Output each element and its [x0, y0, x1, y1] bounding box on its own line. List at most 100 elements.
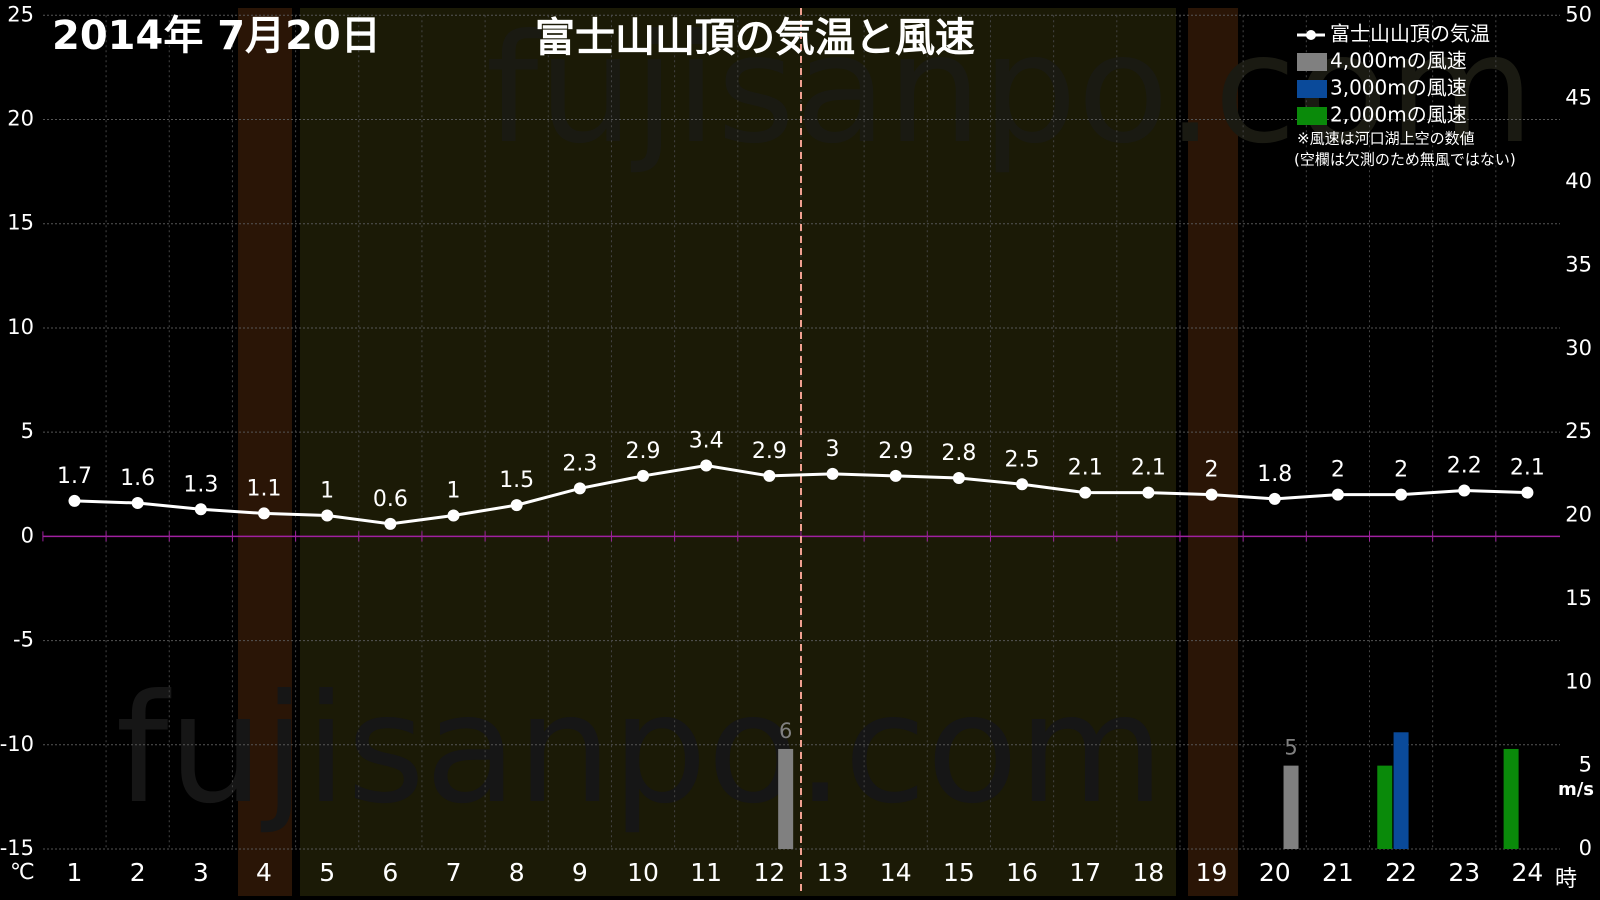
data-label: 1.3 [183, 472, 218, 497]
data-label: 5 [1284, 736, 1297, 760]
temperature-point [826, 467, 839, 480]
chart-subtitle: 富士山山頂の気温と風速 [535, 15, 975, 61]
y2-tick-label: 45 [1565, 86, 1592, 110]
temperature-point [1395, 488, 1408, 501]
temperature-point [1142, 486, 1155, 499]
temperature-point [1079, 486, 1092, 499]
y-tick-label: 25 [7, 2, 34, 26]
y2-tick-label: 15 [1565, 586, 1592, 610]
y2-tick-label: 20 [1565, 503, 1592, 527]
chart-title: 2014年 7月20日 [52, 13, 381, 59]
y2-tick-label: 0 [1579, 836, 1592, 860]
y-tick-label: -15 [0, 836, 34, 860]
temperature-point [763, 469, 776, 482]
legend-note: (空欄は欠測のため無風ではない) [1294, 151, 1516, 169]
y-tick-label: -5 [13, 628, 34, 652]
legend-label: 2,000mの風速 [1330, 103, 1467, 127]
y2-tick-label: 40 [1565, 169, 1592, 193]
wind-bar [1503, 748, 1519, 849]
x-tick-label: 23 [1448, 858, 1480, 887]
wind-bar [1283, 765, 1299, 849]
legend-swatch [1297, 80, 1327, 98]
x-tick-label: 12 [753, 858, 785, 887]
legend-swatch [1297, 107, 1327, 125]
legend-swatch [1306, 30, 1316, 40]
x-tick-label: 15 [943, 858, 975, 887]
data-label: 0.6 [373, 487, 408, 512]
x-tick-label: 18 [1132, 858, 1164, 887]
y2-tick-label: 30 [1565, 336, 1592, 360]
temperature-point [700, 459, 713, 472]
x-tick-label: 16 [1006, 858, 1038, 887]
data-label: 2 [1205, 458, 1219, 483]
temperature-point [68, 494, 81, 507]
x-tick-label: 19 [1196, 858, 1228, 887]
y-tick-label: 10 [7, 315, 34, 339]
legend-label: 3,000mの風速 [1330, 76, 1467, 100]
sunrise-band [238, 8, 292, 896]
watermark: fujisanpo.com [116, 663, 1165, 837]
temperature-point [384, 517, 397, 530]
x-tick-label: 17 [1069, 858, 1101, 887]
data-label: 1.6 [120, 466, 155, 491]
x-tick-label: 24 [1512, 858, 1544, 887]
data-label: 2.1 [1510, 456, 1545, 481]
wind-bar [778, 748, 794, 849]
temperature-point [1521, 486, 1534, 499]
data-label: 3.4 [689, 428, 724, 453]
y-tick-label: 15 [7, 211, 34, 235]
y2-tick-label: 5 [1579, 753, 1592, 777]
legend-swatch [1297, 53, 1327, 71]
x-tick-label: 4 [256, 858, 272, 887]
x-tick-label: 7 [446, 858, 462, 887]
temperature-line [74, 463, 1528, 526]
x-tick-label: 13 [817, 858, 849, 887]
data-label: 2.8 [941, 441, 976, 466]
x-tick-label: 10 [627, 858, 659, 887]
data-label: 2.9 [878, 439, 913, 464]
temperature-point [258, 507, 271, 520]
x-axis-unit: 時 [1555, 867, 1577, 892]
y-tick-label: 5 [21, 419, 34, 443]
temperature-point [1458, 484, 1471, 497]
data-label: 6 [779, 719, 792, 743]
y-tick-label: -10 [0, 732, 34, 756]
y2-tick-label: 10 [1565, 669, 1592, 693]
x-tick-label: 21 [1322, 858, 1354, 887]
data-label: 2.1 [1068, 456, 1103, 481]
legend-label: 4,000mの風速 [1330, 49, 1467, 73]
temperature-point [637, 469, 650, 482]
temperature-point [1205, 488, 1218, 501]
data-label: 2.9 [752, 439, 787, 464]
data-label: 2.3 [562, 451, 597, 476]
wind-bar [1377, 765, 1393, 849]
temperature-point [447, 509, 460, 522]
x-tick-label: 6 [382, 858, 398, 887]
x-tick-label: 14 [880, 858, 912, 887]
y2-tick-label: 35 [1565, 252, 1592, 276]
wind-bar [1393, 732, 1409, 849]
data-label: 1.5 [499, 468, 534, 493]
temperature-point [952, 472, 965, 485]
x-tick-label: 1 [67, 858, 83, 887]
y-tick-label: 20 [7, 107, 34, 131]
y-tick-label: 0 [21, 523, 34, 547]
data-label: 2.9 [626, 439, 661, 464]
watermark: fujisanpo.com [486, 3, 1535, 177]
data-label: 1 [320, 479, 334, 504]
data-label: 2.2 [1447, 454, 1482, 479]
temperature-point [573, 482, 586, 495]
data-label: 1.8 [1257, 462, 1292, 487]
temperature-point [321, 509, 334, 522]
temperature-point [1016, 478, 1029, 491]
temperature-point [1331, 488, 1344, 501]
temperature-point [510, 499, 523, 512]
data-label: 1.1 [247, 476, 282, 501]
data-label: 2 [1331, 458, 1345, 483]
data-label: 2.1 [1131, 456, 1166, 481]
temperature-point [1268, 492, 1281, 505]
x-tick-label: 9 [572, 858, 588, 887]
y2-axis-unit: m/s [1558, 779, 1594, 800]
y2-tick-label: 25 [1565, 419, 1592, 443]
data-label: 1 [447, 479, 461, 504]
